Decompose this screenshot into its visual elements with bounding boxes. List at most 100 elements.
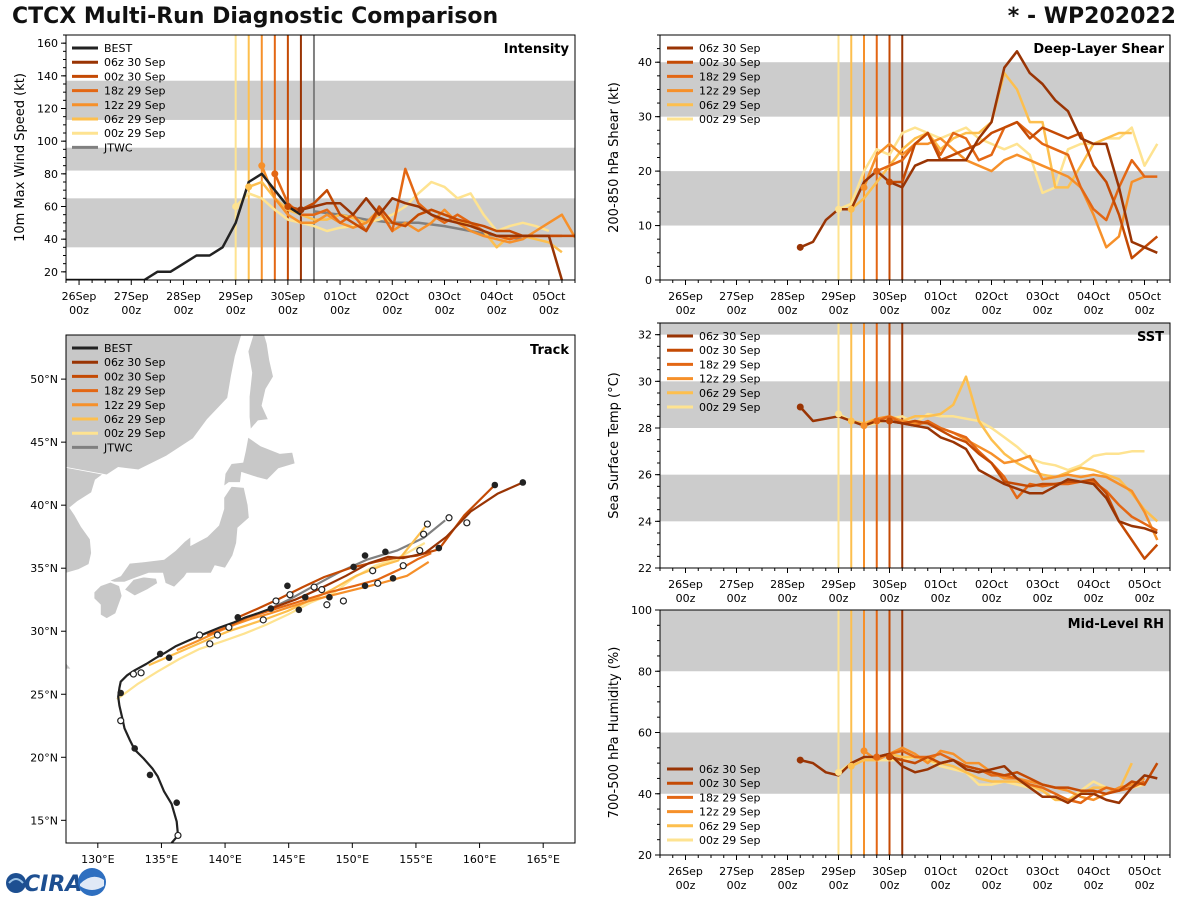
x-tick-hour: 00z — [1084, 879, 1104, 892]
x-tick-hour: 00z — [1135, 304, 1155, 317]
x-tick-hour: 00z — [880, 879, 900, 892]
init-point-00z-30-sep — [886, 753, 893, 761]
x-tick-hour: 00z — [676, 592, 696, 605]
y-tick-label: 30 — [638, 111, 652, 124]
x-tick-date: 27Sep — [719, 290, 754, 303]
x-tick-hour: 00z — [982, 879, 1002, 892]
legend-label-00z-29-sep: 00z 29 Sep — [699, 113, 761, 126]
x-tick-hour: 00z — [829, 879, 849, 892]
init-point-12z-29-sep — [860, 183, 868, 191]
y-tick-label: 160 — [37, 37, 58, 50]
panel-title: Deep-Layer Shear — [1033, 42, 1164, 57]
land-kyushu — [93, 581, 123, 620]
init-point-06z-29-sep — [847, 205, 855, 213]
x-tick-hour: 00z — [435, 304, 455, 317]
track-marker-open — [174, 831, 182, 840]
legend-label-06z-30-sep: 06z 30 Sep — [104, 356, 166, 369]
band-1 — [66, 147, 575, 171]
band-1 — [660, 610, 1170, 672]
y-tick-label: 20 — [638, 165, 652, 178]
x-tick-hour: 00z — [1135, 879, 1155, 892]
legend-label-06z-29-sep: 06z 29 Sep — [104, 113, 166, 126]
x-tick-hour: 00z — [727, 592, 747, 605]
y-tick-label: 40°N — [30, 499, 58, 512]
track-line-best — [117, 607, 272, 843]
x-tick-hour: 00z — [727, 879, 747, 892]
track-marker-filled — [326, 593, 333, 601]
y-tick-label: 25°N — [30, 688, 58, 701]
track-panel: 130°E 135°E 140°E 145°E 150°E 155°E 160°E 165°E… — [30, 334, 576, 866]
track-marker-filled — [301, 593, 309, 601]
y-tick-label: 100 — [37, 135, 58, 148]
x-tick-date: 26Sep — [62, 290, 97, 303]
track-marker-open — [374, 579, 382, 587]
y-tick-label: 20°N — [30, 751, 58, 764]
x-tick-label: 165°E — [526, 853, 559, 866]
x-tick-hour: 00z — [982, 592, 1002, 605]
x-tick-date: 27Sep — [114, 290, 149, 303]
track-marker-filled — [491, 481, 499, 489]
x-tick-date: 30Sep — [271, 290, 306, 303]
legend-label-jtwc: JTWC — [103, 141, 133, 154]
legend-label-06z-29-sep: 06z 29 Sep — [104, 413, 166, 426]
track-marker-filled — [295, 606, 303, 614]
y-tick-label: 60 — [638, 727, 652, 740]
track-marker-open — [137, 669, 145, 677]
init-point-00z-29-sep — [232, 203, 240, 210]
x-tick-date: 04Oct — [1077, 290, 1111, 303]
series-line-00z-30-sep — [889, 755, 1159, 796]
x-tick-date: 29Sep — [821, 578, 856, 591]
init-point-06z-29-sep — [245, 183, 253, 191]
land-korea — [66, 466, 107, 574]
legend-label-00z-30-sep: 00z 30 Sep — [699, 56, 761, 69]
legend-label-00z-30-sep: 00z 30 Sep — [699, 344, 761, 357]
axes-frame — [65, 334, 576, 844]
x-tick-date: 03Oct — [1026, 290, 1060, 303]
land-russia — [66, 335, 243, 476]
x-tick-hour: 00z — [880, 304, 900, 317]
x-tick-hour: 00z — [778, 592, 798, 605]
series-line-06z-30-sep — [800, 752, 1158, 805]
x-tick-hour: 00z — [1033, 592, 1053, 605]
y-tick-label: 80 — [44, 168, 58, 181]
x-tick-date: 26Sep — [668, 578, 703, 591]
x-tick-date: 29Sep — [821, 290, 856, 303]
y-tick-label: 80 — [638, 665, 652, 678]
track-marker-open — [117, 717, 125, 725]
x-tick-date: 05Oct — [532, 290, 566, 303]
series-line-18z-29-sep — [273, 167, 562, 241]
track-marker-open — [225, 623, 233, 632]
init-point-12z-29-sep — [860, 747, 868, 755]
land-honshu — [108, 485, 250, 588]
y-tick-label: 20 — [638, 849, 652, 862]
init-point-18z-29-sep — [873, 417, 881, 425]
x-tick-hour: 00z — [487, 304, 507, 317]
x-tick-hour: 00z — [174, 304, 194, 317]
init-point-18z-29-sep — [271, 170, 279, 178]
x-tick-date: 03Oct — [428, 290, 462, 303]
legend-label-00z-30-sep: 00z 30 Sep — [104, 370, 166, 383]
x-tick-hour: 00z — [278, 304, 298, 317]
y-tick-label: 40 — [638, 788, 652, 801]
track-marker-open — [416, 546, 424, 555]
y-tick-label: 28 — [638, 422, 652, 435]
init-point-06z-30-sep — [796, 756, 804, 764]
track-marker-filled — [267, 605, 275, 612]
y-tick-label: 100 — [631, 604, 652, 617]
x-tick-date: 30Sep — [872, 290, 907, 303]
x-tick-hour: 00z — [778, 879, 798, 892]
track-marker-open — [423, 520, 431, 528]
series-line-12z-29-sep — [260, 165, 575, 244]
x-tick-date: 01Oct — [924, 290, 958, 303]
x-tick-hour: 00z — [676, 304, 696, 317]
rh-panel: 20 40 60 80 100 700-500 hPa Humidity (%) 26Sep… — [607, 604, 1171, 892]
x-tick-hour: 00z — [778, 304, 798, 317]
track-marker-open — [445, 514, 453, 522]
series-line-18z-29-sep — [876, 749, 1146, 805]
x-tick-hour: 00z — [330, 304, 350, 317]
legend-label-12z-29-sep: 12z 29 Sep — [104, 99, 166, 112]
series-line-06z-30-sep — [300, 197, 564, 280]
legend-label-06z-30-sep: 06z 30 Sep — [699, 330, 761, 343]
legend-label-06z-30-sep: 06z 30 Sep — [699, 763, 761, 776]
